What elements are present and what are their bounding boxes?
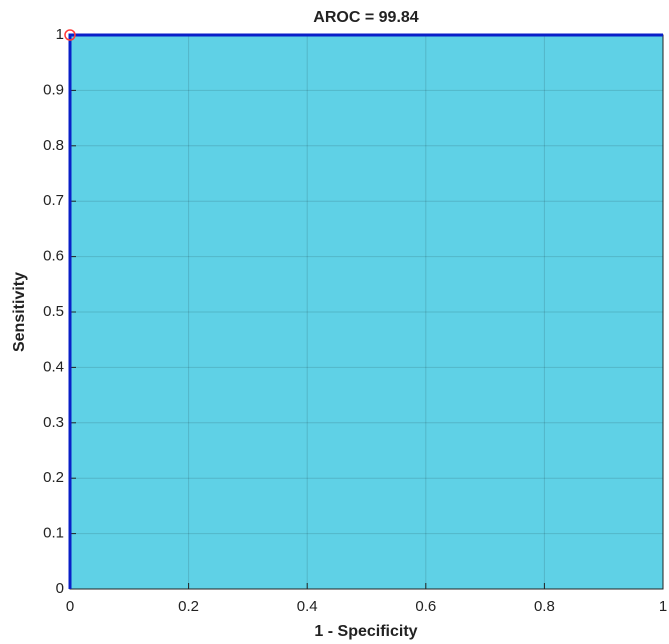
operating-point: [64, 29, 76, 41]
x-tick-label: 1: [659, 598, 667, 615]
y-tick-label: 0.9: [43, 81, 64, 98]
x-tick-label: 0.8: [534, 598, 555, 615]
roc-area: [70, 35, 663, 589]
y-tick-label: 0.2: [43, 469, 64, 486]
y-axis-label: Sensitivity: [11, 272, 28, 352]
y-tick-label: 0.5: [43, 303, 64, 320]
y-tick-label: 0.7: [43, 192, 64, 209]
y-tick-label: 0.6: [43, 248, 64, 265]
y-tick-label: 0.4: [43, 358, 64, 375]
chart-title: AROC = 99.84: [313, 9, 418, 26]
x-tick-label: 0.4: [297, 598, 318, 615]
x-tick-label: 0.6: [415, 598, 436, 615]
x-tick-label: 0.2: [178, 598, 199, 615]
x-tick-label: 0: [66, 598, 74, 615]
y-tick-label: 1: [56, 26, 64, 43]
y-tick-label: 0: [56, 580, 64, 597]
y-tick-label: 0.3: [43, 414, 64, 431]
x-axis-label: 1 - Specificity: [314, 623, 417, 640]
y-tick-label: 0.1: [43, 525, 64, 542]
roc-line: [68, 33, 663, 589]
y-tick-label: 0.8: [43, 137, 64, 154]
